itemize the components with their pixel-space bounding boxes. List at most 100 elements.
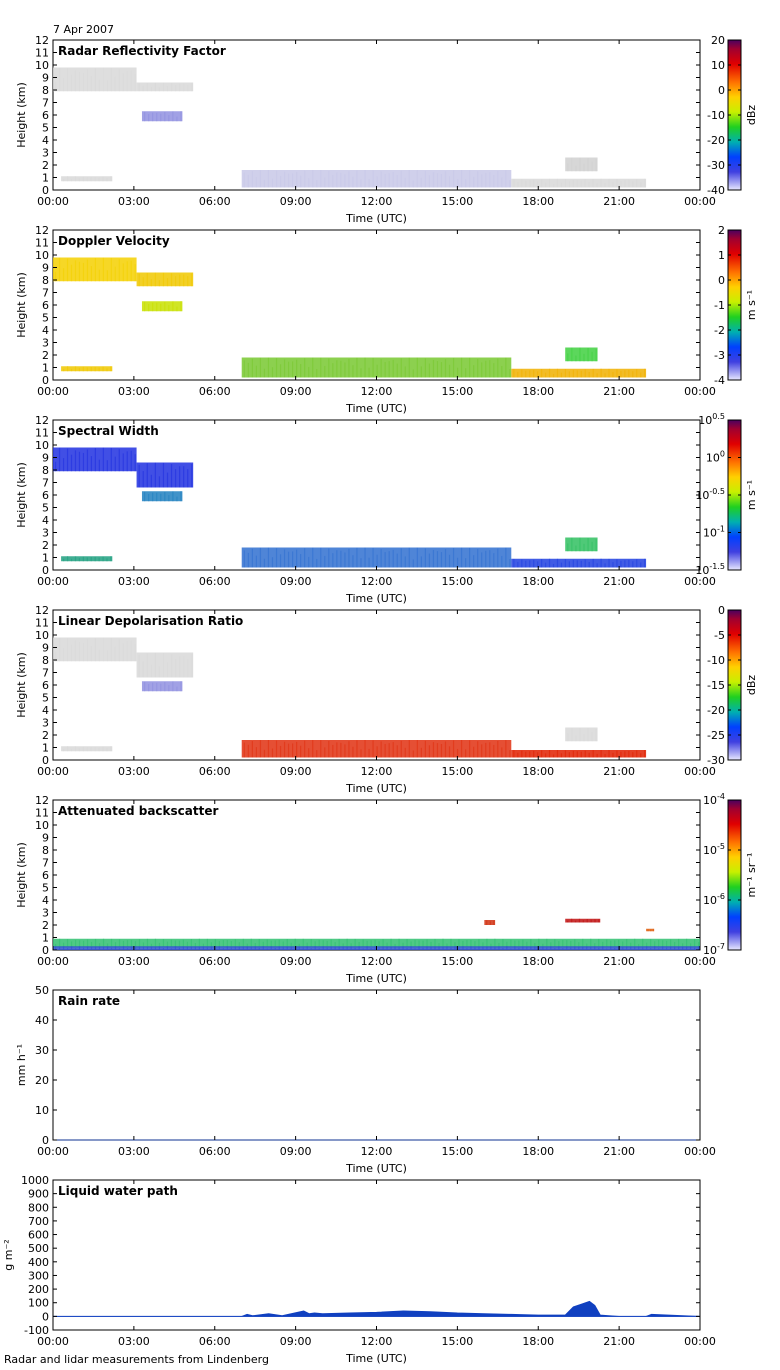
data-speck <box>575 735 577 742</box>
data-speck <box>275 358 278 378</box>
data-speck <box>604 563 606 568</box>
data-speck <box>324 747 326 758</box>
data-speck <box>400 740 402 758</box>
y-tick-label: 12 <box>35 34 49 47</box>
data-speck <box>154 462 156 488</box>
data-speck <box>682 943 684 948</box>
data-speck <box>486 920 488 925</box>
data-speck <box>251 171 253 188</box>
data-speck <box>481 744 483 758</box>
data-speck <box>366 946 368 950</box>
data-speck <box>530 939 532 948</box>
data-speck <box>446 946 448 950</box>
data-speck <box>424 548 426 568</box>
data-speck <box>74 746 77 752</box>
data-speck <box>98 459 100 472</box>
x-tick-label: 12:00 <box>361 765 393 778</box>
data-speck <box>172 681 174 692</box>
data-speck <box>418 946 420 950</box>
data-speck <box>636 369 638 378</box>
y-axis-label: Height (km) <box>15 462 28 528</box>
data-speck <box>279 554 282 568</box>
data-speck <box>584 179 586 188</box>
data-speck <box>187 84 189 92</box>
data-speck <box>473 746 475 758</box>
data-speck <box>380 741 382 758</box>
data-speck <box>168 115 170 122</box>
data-speck <box>498 946 500 950</box>
data-speck <box>263 368 266 378</box>
data-speck <box>66 68 69 92</box>
data-speck <box>630 942 632 948</box>
data-speck <box>650 929 652 932</box>
data-speck <box>86 557 88 562</box>
data-speck <box>358 946 360 950</box>
data-speck <box>154 272 156 287</box>
data-speck <box>138 946 141 950</box>
data-speck <box>517 371 519 378</box>
data-speck <box>346 947 348 950</box>
data-speck <box>582 938 584 948</box>
data-speck <box>308 556 310 568</box>
data-speck <box>552 563 555 568</box>
data-speck <box>567 163 569 172</box>
data-speck <box>448 364 451 378</box>
data-speck <box>350 943 352 948</box>
data-speck <box>582 920 584 923</box>
data-speck <box>82 72 85 92</box>
y-tick-label: 7 <box>42 477 49 490</box>
data-speck <box>287 173 290 188</box>
data-speck <box>562 948 564 950</box>
data-speck <box>658 948 660 950</box>
chart-title: Linear Depolarisation Ratio <box>58 614 243 628</box>
data-speck <box>150 279 152 287</box>
data-speck <box>336 742 338 758</box>
data-speck <box>58 637 61 662</box>
data-patch <box>141 681 183 692</box>
data-speck <box>143 491 146 502</box>
colorbar-tick-label: -15 <box>707 679 725 692</box>
data-speck <box>146 463 148 488</box>
y-tick-label: 6 <box>42 299 49 312</box>
data-speck <box>368 367 370 378</box>
data-speck <box>183 466 185 488</box>
data-speck <box>534 946 536 950</box>
data-speck <box>238 947 240 950</box>
y-tick-label: 700 <box>28 1215 49 1228</box>
data-speck <box>243 550 245 568</box>
data-speck <box>489 360 491 378</box>
data-speck <box>70 264 73 282</box>
data-speck <box>148 684 150 692</box>
data-speck <box>650 939 652 948</box>
data-speck <box>388 551 390 568</box>
data-speck <box>138 654 140 678</box>
data-speck <box>110 366 112 372</box>
data-speck <box>560 753 563 758</box>
data-speck <box>564 750 567 758</box>
data-speck <box>150 86 152 92</box>
data-speck <box>191 83 193 92</box>
data-speck <box>513 178 515 188</box>
data-speck <box>150 474 152 488</box>
data-speck <box>259 740 262 758</box>
data-speck <box>406 948 408 950</box>
data-speck <box>150 946 153 950</box>
data-speck <box>372 740 374 758</box>
data-speck <box>587 348 589 362</box>
panel-3: Linear Depolarisation Ratio0123456789101… <box>15 604 758 795</box>
data-speck <box>502 939 504 948</box>
data-speck <box>571 537 573 552</box>
data-speck <box>336 360 338 378</box>
data-speck <box>544 562 547 568</box>
data-speck <box>54 946 57 950</box>
data-speck <box>82 940 85 948</box>
y-tick-label: 4 <box>42 514 49 527</box>
data-speck <box>174 276 177 287</box>
data-speck <box>106 80 108 92</box>
data-speck <box>580 560 582 568</box>
x-tick-label: 06:00 <box>199 1145 231 1158</box>
data-speck <box>448 176 451 188</box>
data-speck <box>486 946 488 950</box>
chart-title: Rain rate <box>58 994 120 1008</box>
data-speck <box>586 946 588 950</box>
